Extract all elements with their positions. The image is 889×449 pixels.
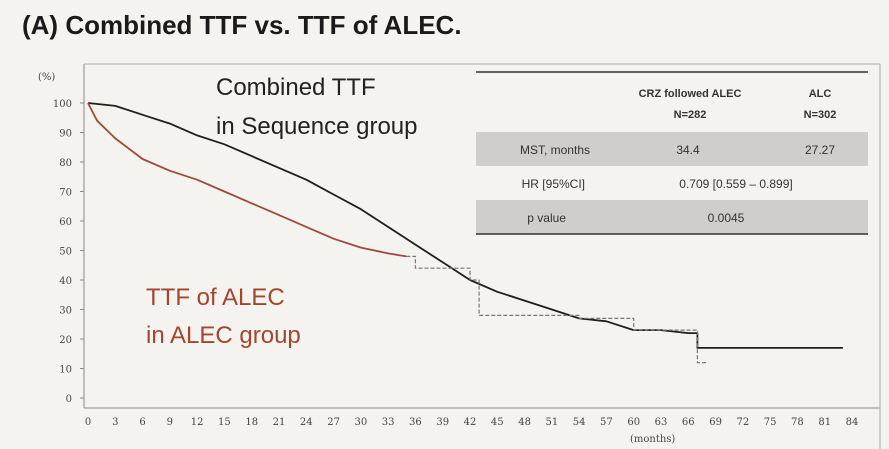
combined-annotation-2: in Sequence group xyxy=(216,113,418,140)
stats-table: CRZ followed ALEC N=282 ALC N=302 MST, m… xyxy=(476,71,868,235)
table-row-shade xyxy=(476,132,868,166)
x-tick-label: 33 xyxy=(382,417,395,428)
x-tick-label: 24 xyxy=(300,417,313,428)
x-tick-label: 69 xyxy=(709,417,722,428)
row-mst-value1: 34.4 xyxy=(676,143,700,157)
y-tick-label: 90 xyxy=(59,129,72,140)
table-row-shade xyxy=(476,200,868,234)
row-mst-label: MST, months xyxy=(520,143,590,157)
x-tick-label: 84 xyxy=(846,417,859,428)
table-header-col2: ALC xyxy=(809,88,832,100)
y-tick-label: 10 xyxy=(59,365,72,376)
x-tick-label: 54 xyxy=(573,417,586,428)
x-tick-label: 15 xyxy=(218,417,231,428)
x-tick-label: 78 xyxy=(791,417,804,428)
series-line-2 xyxy=(406,255,707,364)
x-tick-label: 60 xyxy=(627,417,640,428)
x-tick-label: 48 xyxy=(518,417,531,428)
x-tick-label: 39 xyxy=(436,417,449,428)
x-ticks: 0 3 6 9 12 15 18 21 24 27 30 33 36 39 42 45 48 51 54 57 60 63… xyxy=(85,417,859,428)
x-tick-label: 66 xyxy=(682,417,695,428)
y-tick-label: 40 xyxy=(59,276,72,287)
x-tick-label: 36 xyxy=(409,417,422,428)
x-tick-label: 63 xyxy=(655,417,668,428)
table-header-col1-n: N=282 xyxy=(674,109,707,121)
chart-title: (A) Combined TTF vs. TTF of ALEC. xyxy=(22,10,462,40)
y-tick-label: 20 xyxy=(59,335,72,346)
x-tick-label: 9 xyxy=(167,417,173,428)
x-tick-label: 81 xyxy=(818,417,831,428)
x-axis-label: (months) xyxy=(630,434,675,445)
x-tick-label: 6 xyxy=(139,417,145,428)
x-tick-label: 21 xyxy=(273,417,286,428)
y-tick-label: 80 xyxy=(59,158,72,169)
y-tick-label: 60 xyxy=(59,217,72,228)
y-tick-label: 30 xyxy=(59,306,72,317)
series-line-1 xyxy=(87,102,407,258)
row-hr-label: HR [95%CI] xyxy=(522,177,585,191)
x-tick-label: 45 xyxy=(491,417,504,428)
x-tick-label: 57 xyxy=(600,417,613,428)
row-p-value1: 0.0045 xyxy=(708,211,745,225)
table-header-col1: CRZ followed ALEC xyxy=(639,88,742,100)
y-ticks: 0 10 20 30 40 50 60 70 80 90 100 xyxy=(53,99,84,405)
y-axis-unit: (%) xyxy=(38,72,55,83)
series-line-0 xyxy=(87,102,843,349)
x-tick-label: 27 xyxy=(327,417,340,428)
x-tick-label: 72 xyxy=(736,417,749,428)
alec-annotation-1: TTF of ALEC xyxy=(146,284,285,311)
x-tick-label: 42 xyxy=(464,417,477,428)
alec-annotation-2: in ALEC group xyxy=(146,322,301,349)
x-tick-label: 12 xyxy=(191,417,204,428)
y-tick-label: 0 xyxy=(66,394,72,405)
series-layer xyxy=(87,102,843,364)
y-tick-label: 100 xyxy=(53,99,72,110)
x-tick-label: 3 xyxy=(112,417,118,428)
x-tick-label: 75 xyxy=(764,417,777,428)
x-tick-label: 30 xyxy=(354,417,367,428)
combined-annotation-1: Combined TTF xyxy=(216,74,376,101)
row-hr-value1: 0.709 [0.559 – 0.899] xyxy=(679,177,792,191)
table-header-col2-n: N=302 xyxy=(804,109,837,121)
row-mst-value2: 27.27 xyxy=(805,143,835,157)
x-tick-label: 0 xyxy=(85,417,91,428)
row-p-label: p value xyxy=(527,211,566,225)
y-tick-label: 70 xyxy=(59,188,72,199)
x-tick-label: 18 xyxy=(245,417,258,428)
x-tick-label: 51 xyxy=(545,417,558,428)
y-tick-label: 50 xyxy=(59,247,72,258)
